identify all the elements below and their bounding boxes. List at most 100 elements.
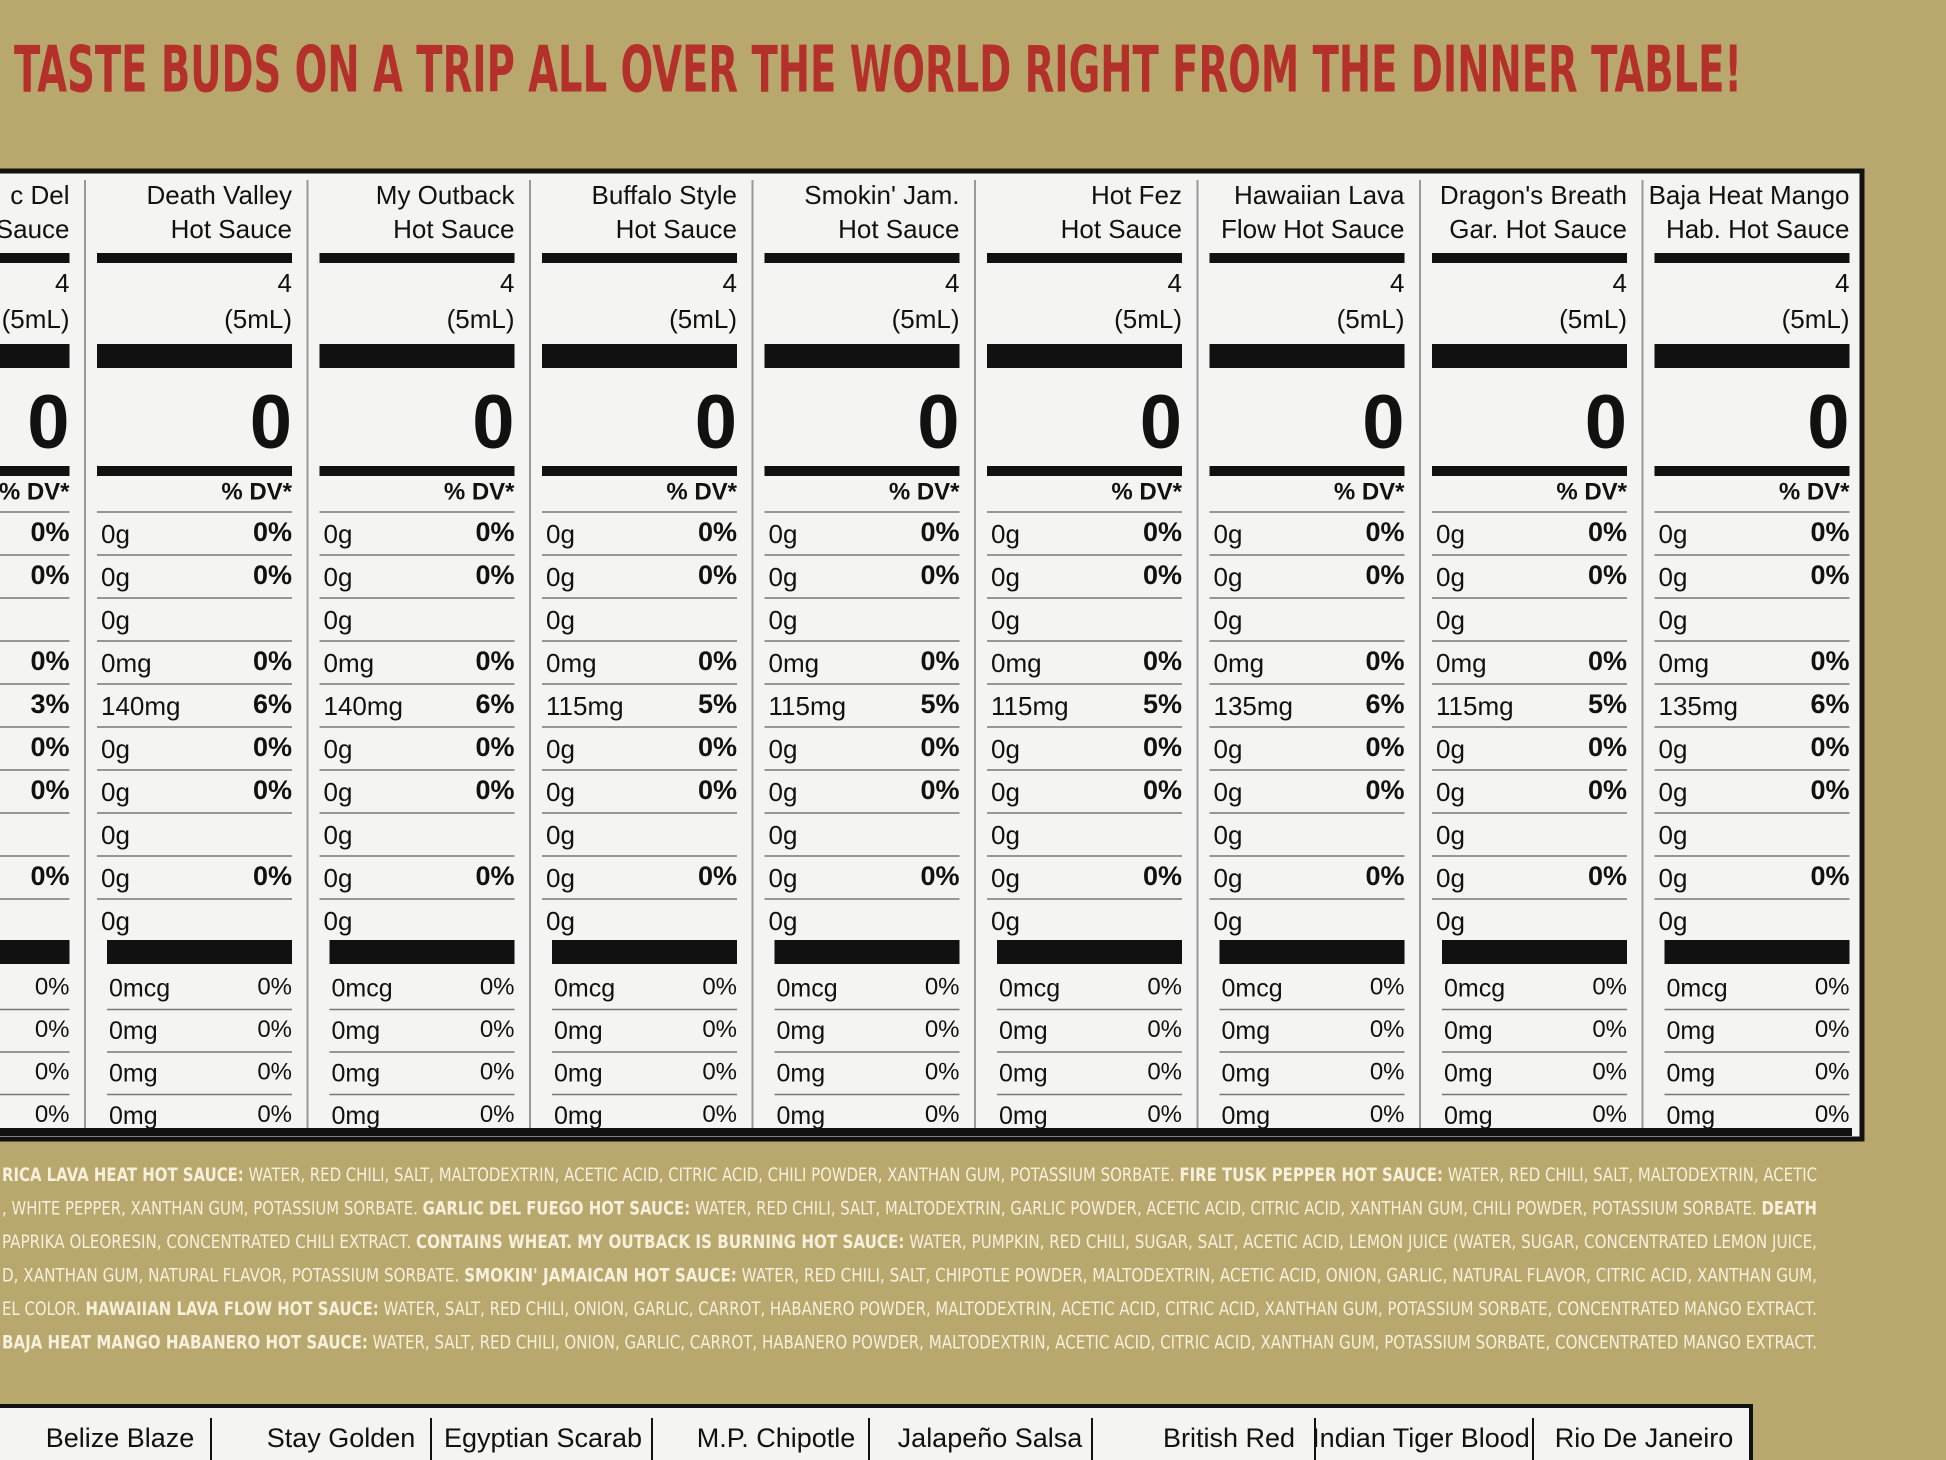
ingredients-line: PAPRIKA OLEORESIN, CONCENTRATED CHILI EX… (2, 1231, 1817, 1253)
amount: 0g (324, 777, 353, 807)
serving: 4 (55, 268, 69, 298)
daily-value: 0% (1143, 517, 1182, 547)
rule (542, 466, 737, 476)
nutrition-column: My Outback Hot Sauce 4 (5mL) 0 % DV* 0g 0% 0g 0% 0… (319, 180, 515, 1130)
amount: 0mg (1667, 1102, 1716, 1130)
panel-bottom-bar (0, 1128, 1852, 1136)
amount: 115mg (1436, 691, 1514, 721)
volume: (5mL) (1337, 304, 1405, 334)
amount: 0mg (546, 648, 597, 678)
daily-value: 0% (480, 1016, 515, 1043)
serving: 4 (1835, 268, 1849, 298)
daily-value: 0% (1370, 973, 1405, 1000)
amount: 0g (991, 777, 1020, 807)
daily-value: 0% (1592, 973, 1627, 1000)
ingredient-text: EL COLOR. (2, 1298, 85, 1320)
dv-header: % DV* (0, 478, 70, 505)
daily-value: 0% (35, 1058, 70, 1085)
ingredient-text: D, XANTHAN GUM, NATURAL FLAVOR, POTASSIU… (2, 1264, 464, 1286)
daily-value: 0% (1147, 973, 1182, 1000)
rule (1442, 940, 1627, 964)
product-name: Hot Sauce (393, 214, 514, 244)
volume: (5mL) (1782, 304, 1850, 334)
dv-header: % DV* (1556, 478, 1627, 505)
calories: 0 (250, 380, 292, 465)
amount: 0mg (101, 648, 152, 678)
rule (1219, 940, 1405, 964)
amount: 0mg (332, 1060, 381, 1088)
nutrition-column: Hawaiian Lava Flow Hot Sauce 4 (5mL) 0 % DV* 0… (1209, 180, 1405, 1130)
amount: 0g (991, 820, 1020, 850)
amount: 0g (1436, 820, 1465, 850)
amount: 0mg (1659, 648, 1710, 678)
serving: 4 (945, 268, 959, 298)
amount: 0mg (332, 1102, 381, 1130)
product-name: Baja Heat Mango (1649, 180, 1850, 210)
daily-value: 0% (257, 1016, 292, 1043)
serving: 4 (1613, 268, 1627, 298)
ingredients-line: EL COLOR. HAWAIIAN LAVA FLOW HOT SAUCE: … (2, 1298, 1817, 1320)
amount: 0mg (1214, 648, 1265, 678)
rule (0, 466, 70, 476)
ingredient-text: PAPRIKA OLEORESIN, CONCENTRATED CHILI EX… (2, 1231, 416, 1253)
ingredient-text: WATER, RED CHILI, SALT, MALTODEXTRIN, GA… (690, 1197, 1761, 1219)
nutrition-column: c Del Sauce 4 (5mL) 0 % DV* 0% 0% 0% 3% 0% 0% 0% 0% 0%… (0, 180, 70, 1128)
daily-value: 0% (702, 1016, 737, 1043)
amount: 0g (1214, 906, 1243, 936)
daily-value: 0% (702, 1101, 737, 1128)
daily-value: 3% (30, 689, 69, 719)
dv-header: % DV* (1779, 478, 1850, 505)
amount: 0mg (1436, 648, 1487, 678)
amount: 0g (991, 734, 1020, 764)
rule (1664, 940, 1850, 964)
daily-value: 0% (30, 560, 69, 590)
amount: 0g (324, 906, 353, 936)
amount: 0mg (999, 1060, 1048, 1088)
daily-value: 0% (698, 517, 737, 547)
amount: 0mcg (332, 975, 393, 1003)
product-label: Egyptian Scarab (444, 1423, 642, 1453)
amount: 0mg (999, 1102, 1048, 1130)
rule (542, 253, 737, 263)
daily-value: 0% (920, 775, 959, 805)
amount: 0mg (1222, 1060, 1271, 1088)
ingredient-name: GARLIC DEL FUEGO HOT SAUCE: (423, 1197, 691, 1219)
amount: 0g (1436, 863, 1465, 893)
daily-value: 0% (1147, 1058, 1182, 1085)
daily-value: 0% (30, 517, 69, 547)
daily-value: 0% (925, 1058, 960, 1085)
nutrition-column: Baja Heat Mango Hab. Hot Sauce 4 (5mL) 0 % DV… (1649, 180, 1851, 1130)
daily-value: 0% (925, 1016, 960, 1043)
calories: 0 (472, 380, 514, 465)
ingredient-name: FIRE TUSK PEPPER HOT SAUCE: (1179, 1164, 1443, 1186)
calories: 0 (1362, 380, 1404, 465)
amount: 0g (546, 906, 575, 936)
rule (319, 466, 515, 476)
facts-panel (0, 168, 1865, 1142)
daily-value: 0% (698, 732, 737, 762)
amount: 0mg (109, 1102, 158, 1130)
ingredients-line: , WHITE PEPPER, XANTHAN GUM, POTASSIUM S… (2, 1197, 1817, 1219)
serving: 4 (723, 268, 737, 298)
daily-value: 0% (1815, 1016, 1850, 1043)
daily-value: 0% (253, 861, 292, 891)
daily-value: 5% (698, 689, 737, 719)
dv-header: % DV* (1334, 478, 1405, 505)
amount: 0g (1214, 863, 1243, 893)
amount: 0g (1659, 863, 1688, 893)
rule (1209, 466, 1405, 476)
daily-value: 0% (1143, 861, 1182, 891)
product-label: Indian Tiger Blood (1312, 1423, 1530, 1453)
daily-value: 0% (1365, 646, 1404, 676)
ingredient-text: , WHITE PEPPER, XANTHAN GUM, POTASSIUM S… (2, 1197, 423, 1219)
rule (1654, 344, 1850, 368)
amount: 0g (324, 820, 353, 850)
amount: 0mg (1444, 1060, 1493, 1088)
amount: 0g (101, 863, 130, 893)
amount: 0g (546, 734, 575, 764)
daily-value: 0% (1143, 646, 1182, 676)
rule (774, 940, 960, 964)
amount: 0mcg (1222, 975, 1283, 1003)
product-name: Smokin' Jam. (804, 180, 959, 210)
amount: 0g (1659, 562, 1688, 592)
